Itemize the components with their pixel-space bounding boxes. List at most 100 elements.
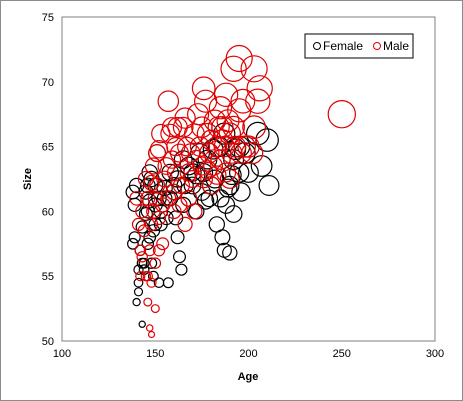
y-tick-label: 70: [42, 77, 54, 89]
point-female: [126, 237, 139, 250]
point-female: [173, 250, 187, 264]
point-male: [203, 156, 224, 176]
point-female: [214, 229, 231, 246]
point-female: [258, 175, 280, 197]
point-male: [191, 116, 213, 138]
point-male: [222, 115, 246, 139]
legend-box: [304, 33, 414, 59]
axis-ticks: 100 150 200 250 300 50 55 60 65 70 75: [42, 12, 444, 360]
point-male: [136, 251, 148, 263]
legend-label-male: Male: [383, 39, 409, 53]
point-male: [143, 297, 153, 307]
point-female: [145, 257, 158, 269]
point-male: [142, 271, 153, 282]
point-male: [197, 160, 218, 180]
y-tick-label: 75: [42, 12, 54, 24]
point-female: [220, 175, 240, 196]
point-male: [191, 76, 216, 101]
point-male: [187, 103, 210, 126]
point-female: [133, 277, 144, 288]
point-female: [255, 128, 279, 152]
point-female: [211, 189, 230, 208]
point-male: [166, 163, 185, 182]
point-female: [138, 257, 150, 269]
point-female: [128, 231, 141, 244]
point-female: [250, 155, 273, 177]
point-male: [150, 304, 160, 314]
point-male: [230, 142, 252, 165]
y-tick-label: 65: [42, 142, 54, 154]
point-male: [199, 142, 220, 164]
point-male: [149, 139, 169, 159]
point-male: [157, 90, 180, 112]
point-male: [151, 123, 171, 144]
data-marks: [125, 44, 356, 339]
x-axis-title: Age: [238, 371, 259, 383]
point-male: [144, 157, 162, 175]
point-female: [200, 189, 219, 208]
point-female: [133, 287, 144, 297]
point-male: [192, 156, 212, 176]
x-tick-label: 250: [333, 348, 351, 360]
point-male: [166, 203, 182, 220]
point-female: [138, 320, 146, 328]
point-female: [141, 237, 154, 250]
point-male: [201, 176, 221, 195]
point-male: [241, 142, 264, 165]
point-male: [152, 244, 166, 257]
y-tick-label: 50: [42, 336, 54, 348]
point-male: [135, 204, 150, 219]
point-male: [246, 75, 273, 102]
point-male: [149, 257, 162, 269]
point-male: [172, 116, 194, 138]
point-male: [147, 330, 156, 339]
point-male: [194, 89, 218, 113]
point-male: [161, 117, 183, 138]
point-male: [233, 135, 256, 158]
point-male: [162, 150, 182, 169]
point-male: [224, 135, 247, 158]
point-male: [156, 237, 170, 251]
point-male: [129, 191, 144, 206]
point-male: [140, 190, 156, 206]
point-male: [177, 216, 193, 232]
x-tick-label: 100: [53, 348, 71, 360]
point-male: [245, 88, 271, 114]
point-male: [327, 99, 356, 129]
legend: Female Male: [304, 33, 414, 59]
x-tick-label: 150: [146, 348, 164, 360]
point-male: [207, 165, 227, 185]
point-male: [183, 170, 202, 189]
y-tick-label: 60: [42, 206, 54, 218]
point-female: [132, 297, 141, 307]
plot-area: [61, 16, 436, 342]
point-male: [240, 55, 268, 83]
point-male: [186, 149, 206, 170]
point-female: [147, 270, 159, 282]
point-male: [143, 244, 156, 257]
legend-marker-female: [313, 42, 321, 50]
point-male: [157, 157, 176, 175]
point-male: [194, 169, 213, 189]
point-female: [153, 203, 169, 219]
point-male: [219, 169, 240, 189]
point-male: [211, 129, 234, 151]
point-female: [170, 230, 185, 245]
point-male: [213, 82, 239, 108]
point-female: [183, 176, 202, 195]
point-female: [231, 182, 251, 202]
point-female: [138, 207, 153, 222]
point-female: [162, 277, 174, 289]
point-male: [143, 174, 160, 191]
point-male: [137, 170, 154, 188]
point-male: [186, 203, 203, 220]
point-female: [133, 264, 144, 275]
y-tick-label: 55: [42, 271, 54, 283]
x-tick-label: 200: [239, 348, 257, 360]
point-male: [208, 95, 233, 120]
legend-marker-male: [373, 42, 381, 50]
point-female: [222, 245, 238, 261]
point-male: [148, 144, 167, 163]
y-axis-title: Size: [22, 168, 34, 190]
